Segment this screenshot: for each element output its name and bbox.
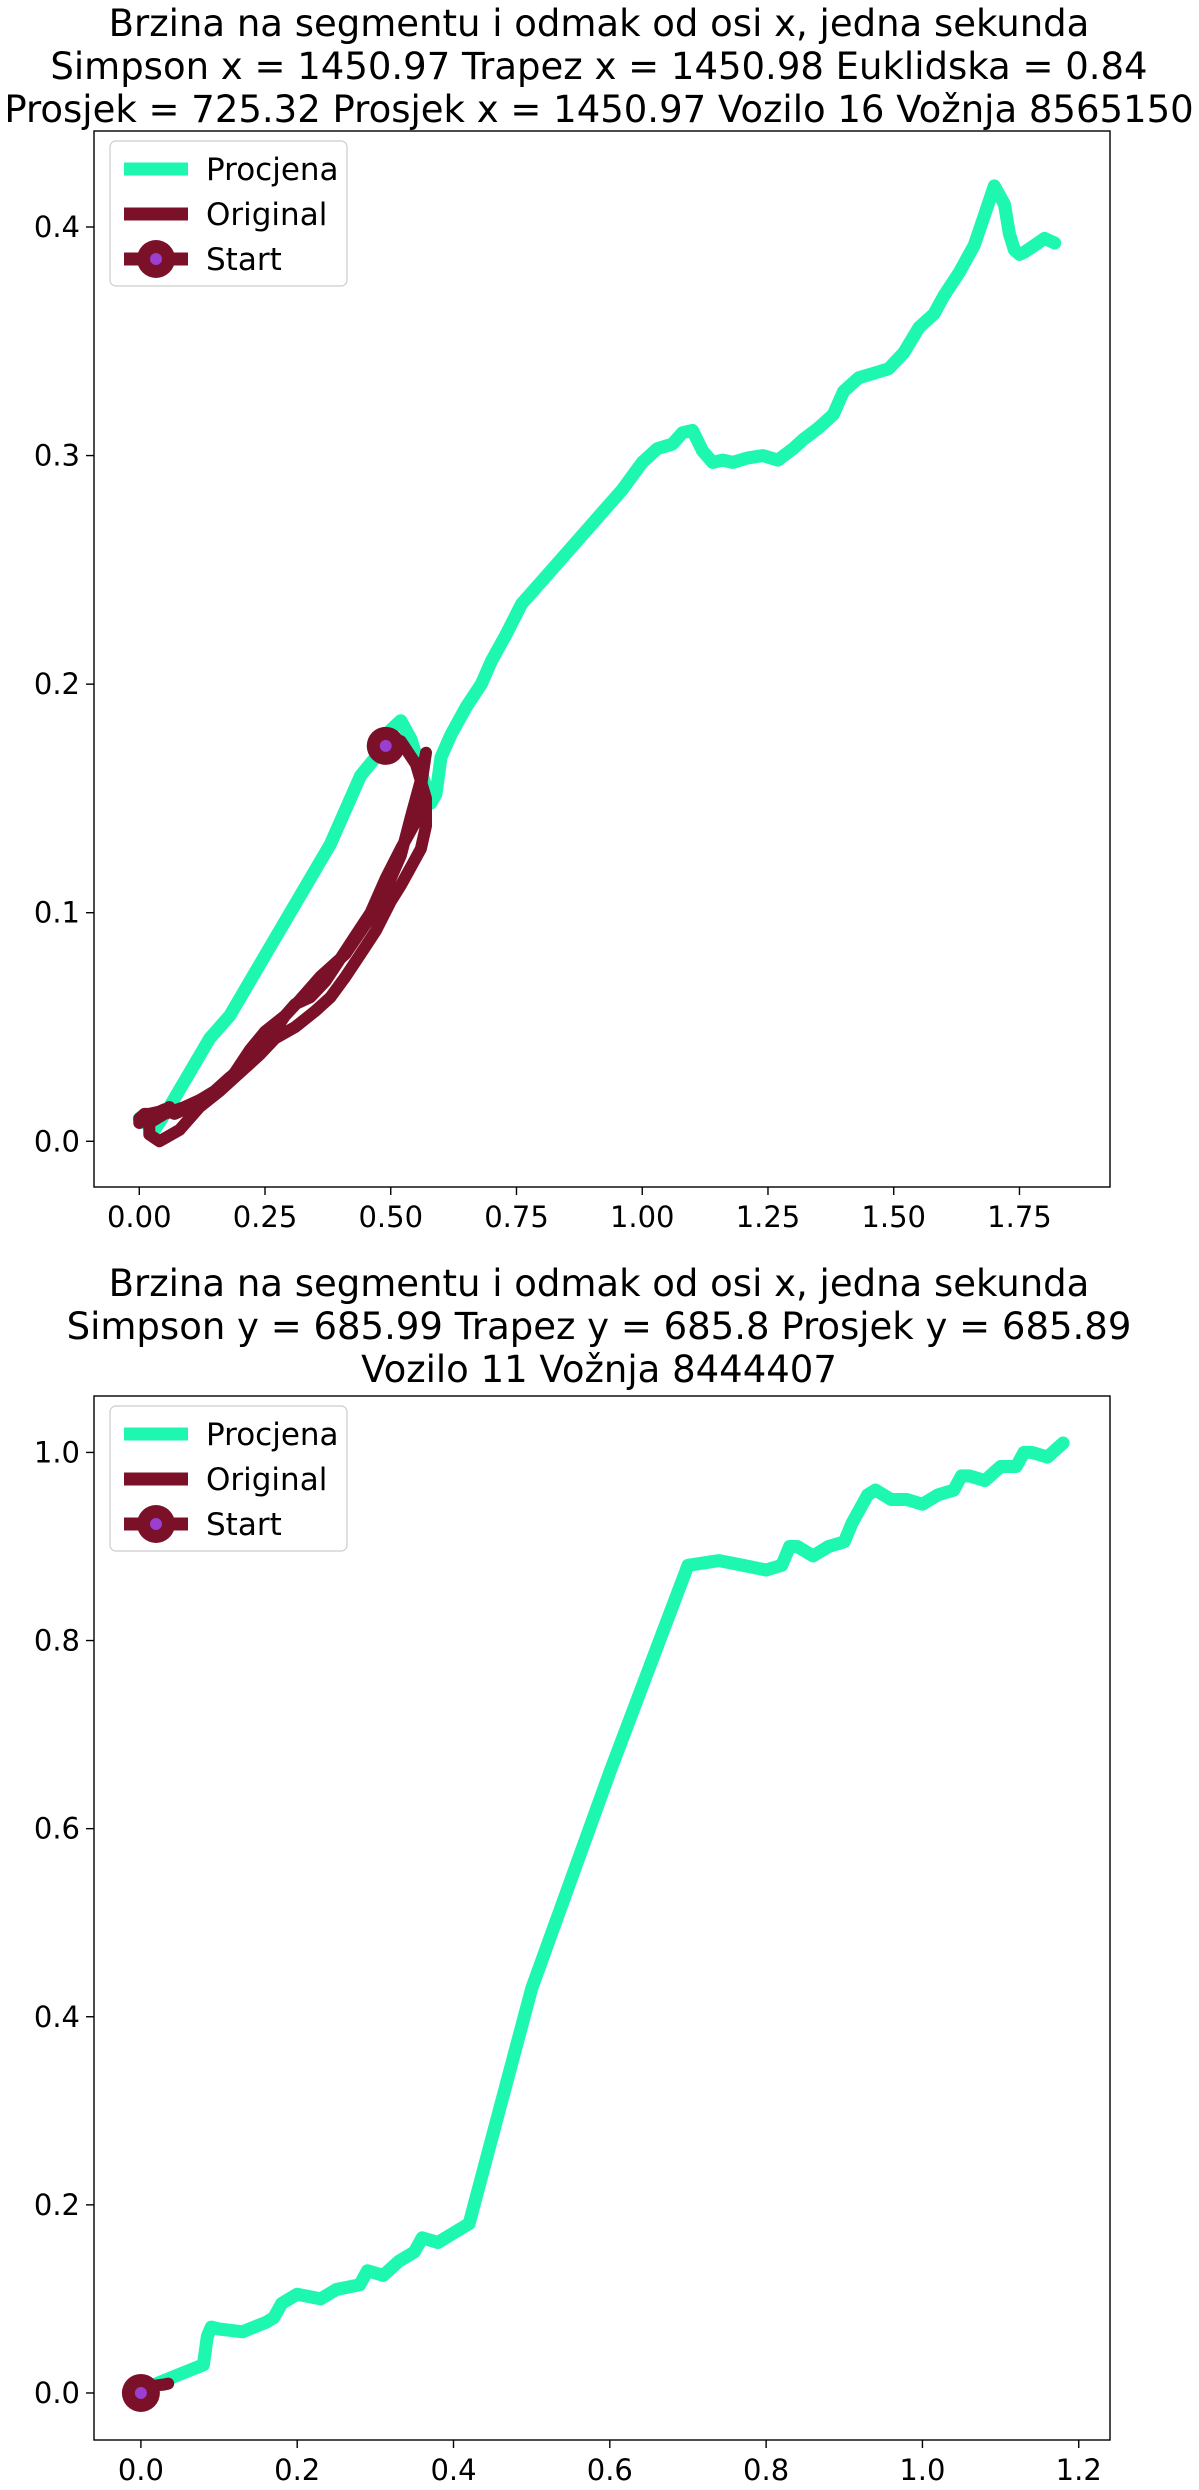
- series-line-procjena: [134, 1436, 1070, 2400]
- x-tick-label: 1.25: [736, 1200, 801, 1234]
- legend-label: Original: [206, 197, 327, 233]
- chart-title-line: Prosjek = 725.32 Prosjek x = 1450.97 Voz…: [4, 88, 1193, 131]
- x-tick-label: 0.4: [430, 2453, 476, 2487]
- x-tick-label: 0.50: [358, 1200, 423, 1234]
- legend: Procjena Original Start: [109, 1405, 348, 1552]
- plot-frame: [93, 130, 1111, 1188]
- legend-start-marker-center: [150, 253, 162, 265]
- series-line-original: [133, 735, 432, 1148]
- x-tick-label: 0.8: [743, 2453, 789, 2487]
- chart-2: Brzina na segmentu i odmak od osi x, jed…: [34, 1262, 1132, 2487]
- legend: Procjena Original Start: [109, 140, 348, 287]
- chart-title-line: Simpson y = 685.99 Trapez y = 685.8 Pros…: [67, 1305, 1132, 1348]
- x-tick-label: 1.75: [987, 1200, 1052, 1234]
- y-tick-label: 0.8: [34, 1624, 80, 1658]
- x-tick-label: 0.00: [107, 1200, 172, 1234]
- x-tick-label: 1.50: [861, 1200, 926, 1234]
- x-tick-label: 1.0: [899, 2453, 945, 2487]
- y-tick-label: 0.4: [34, 2000, 80, 2034]
- x-tick-label: 0.75: [484, 1200, 549, 1234]
- x-tick-label: 0.6: [587, 2453, 633, 2487]
- legend-label: Procjena: [206, 152, 339, 188]
- y-tick-label: 0.0: [34, 2376, 80, 2410]
- y-tick-label: 0.3: [34, 439, 80, 473]
- start-marker-center: [379, 739, 392, 752]
- y-tick-label: 0.2: [34, 2188, 80, 2222]
- legend-label: Procjena: [206, 1417, 339, 1453]
- plot-frame: [93, 1395, 1111, 2441]
- y-tick-label: 1.0: [34, 1435, 80, 1469]
- x-tick-label: 1.2: [1056, 2453, 1102, 2487]
- chart-title-line: Brzina na segmentu i odmak od osi x, jed…: [109, 2, 1090, 45]
- chart-title-line: Vozilo 11 Vožnja 8444407: [361, 1348, 837, 1391]
- y-tick-label: 0.1: [34, 896, 80, 930]
- chart-title-line: Brzina na segmentu i odmak od osi x, jed…: [109, 1262, 1090, 1305]
- series-group: [121, 1436, 1070, 2412]
- x-tick-label: 0.2: [274, 2453, 320, 2487]
- start-marker-center: [134, 2386, 147, 2399]
- series-group: [132, 179, 1062, 1148]
- y-tick-label: 0.2: [34, 667, 80, 701]
- x-tick-label: 1.00: [610, 1200, 675, 1234]
- chart-1: Brzina na segmentu i odmak od osi x, jed…: [4, 2, 1193, 1234]
- legend-label: Start: [206, 242, 282, 278]
- legend-label: Original: [206, 1462, 327, 1498]
- x-tick-label: 0.25: [233, 1200, 298, 1234]
- series-line-procjena: [132, 179, 1062, 1137]
- legend-label: Start: [206, 1507, 282, 1543]
- y-tick-label: 0.4: [34, 210, 80, 244]
- x-tick-label: 0.0: [118, 2453, 164, 2487]
- chart-title-line: Simpson x = 1450.97 Trapez x = 1450.98 E…: [50, 45, 1147, 88]
- y-tick-label: 0.6: [34, 1812, 80, 1846]
- legend-start-marker-center: [150, 1518, 162, 1530]
- y-tick-label: 0.0: [34, 1124, 80, 1158]
